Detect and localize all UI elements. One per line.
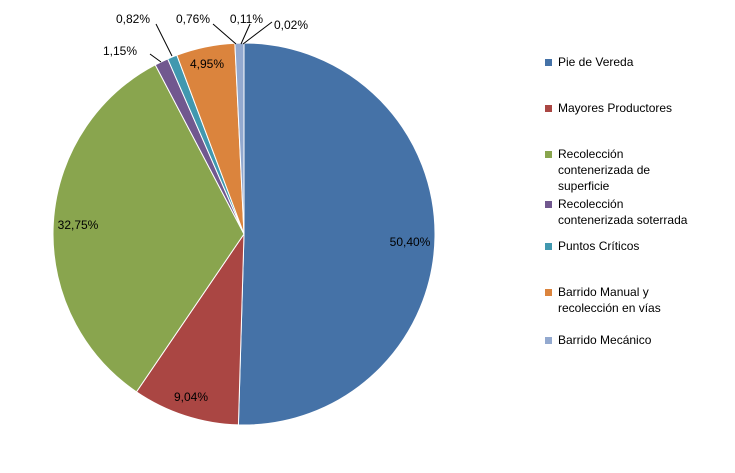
data-label-3: 1,15% bbox=[103, 44, 137, 58]
legend-label-6: Barrido Mecánico bbox=[558, 332, 651, 348]
legend-item-5: Barrido Manual y recolección en vías bbox=[545, 284, 730, 316]
legend-label-5: Barrido Manual y recolección en vías bbox=[558, 284, 661, 316]
legend-swatch-5 bbox=[545, 289, 552, 296]
data-label-4: 0,82% bbox=[116, 12, 150, 26]
legend-swatch-1 bbox=[545, 105, 552, 112]
legend-swatch-4 bbox=[545, 243, 552, 250]
legend-swatch-0 bbox=[545, 59, 552, 66]
data-label-6: 0,76% bbox=[176, 12, 210, 26]
legend-item-2: Recolección contenerizada de superficie bbox=[545, 146, 730, 194]
legend-item-1: Mayores Productores bbox=[545, 100, 730, 116]
legend-swatch-3 bbox=[545, 201, 552, 208]
legend-item-4: Puntos Críticos bbox=[545, 238, 730, 254]
legend-item-6: Barrido Mecánico bbox=[545, 332, 730, 348]
data-label-5: 4,95% bbox=[190, 57, 224, 71]
pie-slice-0 bbox=[238, 43, 435, 425]
legend-label-4: Puntos Críticos bbox=[558, 238, 639, 254]
legend-swatch-2 bbox=[545, 151, 552, 158]
data-label-extra-0-leader-line bbox=[241, 24, 250, 44]
legend-item-0: Pie de Vereda bbox=[545, 54, 730, 70]
data-label-4-leader-line bbox=[156, 24, 172, 56]
data-label-extra-1: 0,02% bbox=[274, 18, 308, 32]
legend-item-3: Recolección contenerizada soterrada bbox=[545, 196, 730, 228]
legend-label-3: Recolección contenerizada soterrada bbox=[558, 196, 687, 228]
pie-chart-svg: 50,40% 9,04% 32,75% 1,15% 0,82% 4,95% 0,76% 0,1… bbox=[0, 0, 540, 468]
legend-label-1: Mayores Productores bbox=[558, 100, 672, 116]
data-label-3-leader-line bbox=[150, 54, 161, 62]
data-label-6-leader-line bbox=[213, 24, 236, 44]
data-label-2: 32,75% bbox=[58, 218, 99, 232]
legend-label-2: Recolección contenerizada de superficie bbox=[558, 146, 650, 194]
legend-swatch-6 bbox=[545, 337, 552, 344]
data-label-0: 50,40% bbox=[390, 235, 431, 249]
data-label-extra-0: 0,11% bbox=[230, 12, 263, 26]
data-label-1: 9,04% bbox=[174, 390, 208, 404]
legend-label-0: Pie de Vereda bbox=[558, 54, 633, 70]
